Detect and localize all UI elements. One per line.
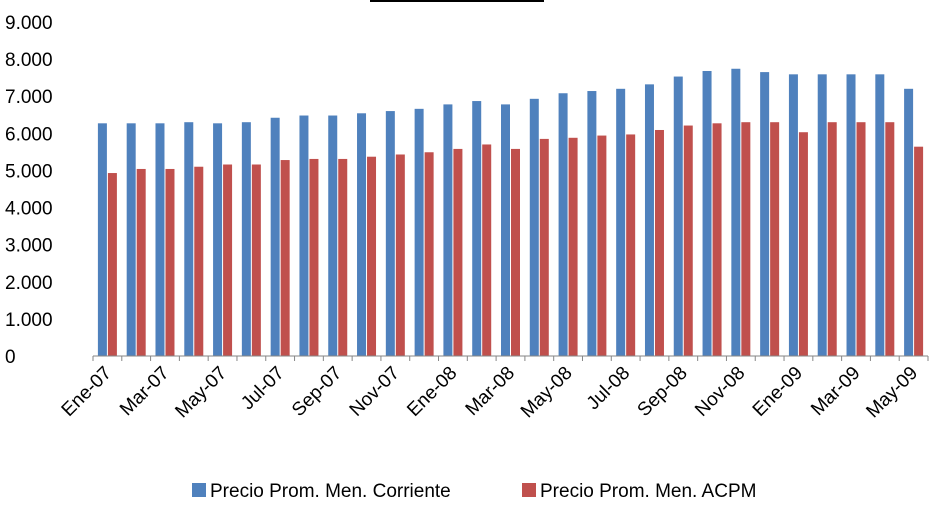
- bar-ene-07-series-1: [107, 173, 117, 356]
- bar-jul-07-series-1: [280, 160, 290, 356]
- legend-swatch-0: [192, 483, 206, 497]
- bar-feb-09-series-1: [827, 122, 837, 356]
- bar-ene-09-series-1: [798, 132, 808, 356]
- bar-ago-07-series-1: [309, 158, 319, 356]
- bar-oct-08-series-1: [712, 123, 722, 356]
- y-tick-label: 8.000: [5, 50, 53, 71]
- bar-ago-08-series-0: [644, 84, 654, 356]
- bar-jul-07-series-0: [270, 117, 280, 356]
- bar-may-08-series-0: [558, 93, 568, 356]
- y-tick-label: 9.000: [5, 13, 53, 34]
- bar-feb-08-series-1: [482, 144, 492, 356]
- y-tick-labels: 0 1.000 2.000 3.000 4.000 5.000 6.000 7.000 8.00…: [5, 13, 53, 368]
- bar-oct-08-series-0: [702, 70, 712, 357]
- bar-feb-07-series-0: [126, 123, 136, 356]
- bar-abr-08-series-0: [529, 98, 539, 356]
- y-tick-label: 4.000: [5, 199, 53, 220]
- y-tick-label: 6.000: [5, 124, 53, 145]
- bar-dic-08-series-0: [760, 72, 770, 356]
- bar-jul-08-series-0: [616, 88, 626, 357]
- bar-may-08-series-1: [568, 137, 578, 356]
- bar-nov-08-series-0: [731, 68, 741, 356]
- series-0: [97, 68, 914, 357]
- bar-mar-09-series-1: [856, 122, 866, 356]
- bar-abr-07-series-0: [184, 122, 194, 356]
- bar-mar-08-series-0: [501, 104, 510, 356]
- bar-nov-08-series-1: [741, 122, 751, 356]
- bar-abr-09-series-1: [885, 122, 895, 356]
- legend-swatch-1: [522, 483, 536, 497]
- bar-sep-08-series-0: [673, 76, 683, 357]
- y-tick-label: 2.000: [5, 273, 53, 294]
- bar-sep-08-series-1: [683, 125, 693, 356]
- bar-nov-07-series-1: [395, 154, 405, 356]
- bar-oct-07-series-0: [357, 113, 367, 356]
- bar-dic-08-series-1: [770, 122, 780, 356]
- bar-ene-08-series-0: [443, 104, 453, 356]
- y-tick-label: 0: [5, 347, 16, 368]
- y-tick-label: 7.000: [5, 87, 53, 108]
- bar-jun-08-series-0: [587, 91, 597, 356]
- bar-abr-07-series-1: [194, 166, 204, 356]
- bar-mar-09-series-0: [846, 74, 856, 356]
- y-tick-label: 3.000: [5, 236, 53, 257]
- bar-mar-07-series-0: [155, 123, 165, 356]
- bar-sep-07-series-0: [328, 115, 338, 357]
- bar-abr-09-series-0: [875, 74, 885, 356]
- bar-jul-08-series-1: [626, 134, 636, 356]
- bar-feb-07-series-1: [136, 168, 146, 356]
- bar-dic-07-series-0: [414, 108, 424, 356]
- bar-may-07-series-0: [213, 123, 223, 356]
- y-tick-label: 1.000: [5, 310, 53, 331]
- bar-mar-08-series-1: [511, 148, 520, 356]
- legend-label-0: Precio Prom. Men. Corriente: [210, 481, 451, 502]
- bar-feb-08-series-0: [472, 101, 482, 356]
- bar-ene-07-series-0: [97, 123, 107, 356]
- bar-ene-08-series-1: [453, 148, 463, 356]
- y-tick-label: 5.000: [5, 161, 53, 182]
- bar-nov-07-series-0: [385, 111, 395, 356]
- bar-mar-07-series-1: [165, 168, 175, 356]
- bar-ene-09-series-0: [788, 74, 798, 356]
- bars-group: [97, 68, 924, 357]
- bar-ago-07-series-0: [299, 115, 309, 357]
- bar-sep-07-series-1: [338, 158, 348, 356]
- bar-jun-07-series-0: [241, 122, 251, 356]
- series-1: [107, 122, 924, 356]
- bar-may-07-series-1: [223, 164, 233, 356]
- axes-group: [92, 355, 929, 361]
- bar-oct-07-series-1: [367, 156, 377, 356]
- bar-jun-08-series-1: [597, 135, 607, 356]
- bar-jun-07-series-1: [251, 164, 261, 356]
- legend-label-1: Precio Prom. Men. ACPM: [540, 481, 756, 502]
- bar-may-09-series-0: [904, 88, 914, 357]
- bar-feb-09-series-0: [817, 74, 827, 356]
- bar-dic-07-series-1: [424, 152, 434, 356]
- bar-ago-08-series-1: [654, 129, 664, 356]
- bar-may-09-series-1: [914, 146, 924, 356]
- legend: Precio Prom. Men. Corriente Precio Prom. …: [192, 481, 756, 502]
- bar-abr-08-series-1: [539, 138, 549, 356]
